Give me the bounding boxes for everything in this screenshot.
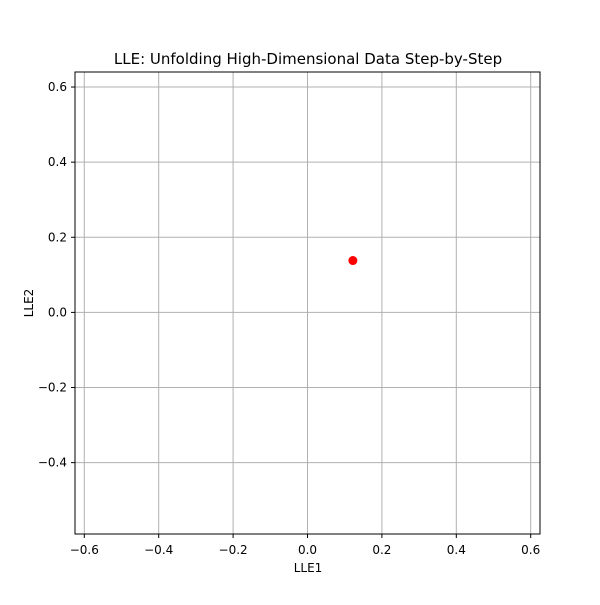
x-axis-ticks: −0.6 −0.4 −0.2 0.0 0.2 0.4 0.6 — [70, 534, 540, 557]
y-tick-label: 0.0 — [48, 305, 67, 319]
x-tick-label: −0.2 — [219, 543, 248, 557]
data-points — [348, 256, 358, 266]
y-axis-label: LLE2 — [22, 289, 36, 318]
x-tick-label: 0.4 — [447, 543, 466, 557]
grid — [75, 72, 540, 534]
x-axis-label: LLE1 — [294, 561, 323, 575]
y-tick-label: 0.2 — [48, 230, 67, 244]
x-tick-label: −0.6 — [70, 543, 99, 557]
y-tick-label: −0.4 — [38, 456, 67, 470]
y-tick-label: 0.4 — [48, 155, 67, 169]
x-tick-label: −0.4 — [144, 543, 173, 557]
chart-title: LLE: Unfolding High-Dimensional Data Ste… — [114, 50, 502, 68]
y-tick-label: 0.6 — [48, 80, 67, 94]
y-axis-ticks: −0.4 −0.2 0.0 0.2 0.4 0.6 — [38, 80, 75, 470]
x-tick-label: 0.2 — [372, 543, 391, 557]
y-tick-label: −0.2 — [38, 381, 67, 395]
x-tick-label: 0.0 — [298, 543, 317, 557]
data-point — [348, 256, 358, 266]
x-tick-label: 0.6 — [521, 543, 540, 557]
